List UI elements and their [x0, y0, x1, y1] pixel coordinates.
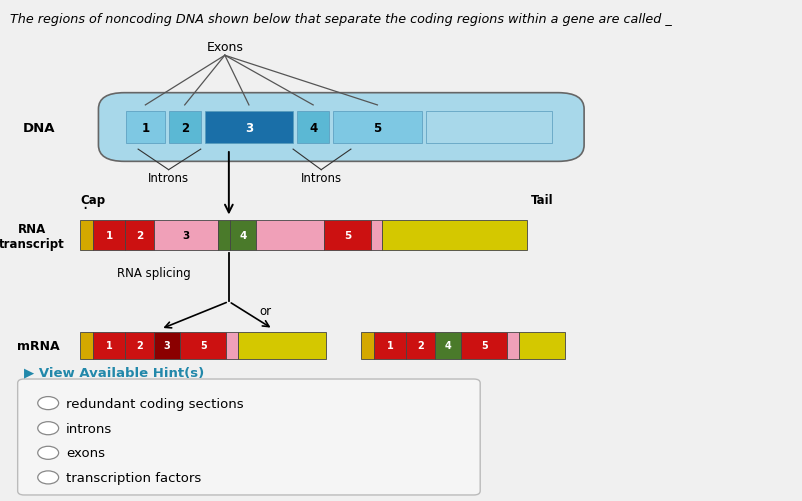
Bar	[125, 332, 154, 360]
Text: Introns: Introns	[300, 171, 342, 184]
Bar	[80, 220, 93, 250]
Text: 2: 2	[417, 341, 423, 351]
Text: 2: 2	[136, 230, 144, 240]
Text: 4: 4	[444, 341, 451, 351]
Text: or: or	[259, 305, 271, 317]
Text: redundant coding sections: redundant coding sections	[66, 397, 243, 410]
Bar	[93, 220, 125, 250]
Bar	[80, 332, 93, 360]
Text: 3: 3	[164, 341, 170, 351]
Bar	[154, 332, 180, 360]
Text: 1: 1	[141, 121, 149, 134]
Text: 5: 5	[343, 230, 351, 240]
Circle shape	[38, 422, 59, 435]
Text: 5: 5	[200, 341, 206, 351]
Text: mRNA: mRNA	[17, 339, 60, 352]
Text: 3: 3	[182, 230, 190, 240]
Bar	[324, 220, 371, 250]
Bar	[425, 112, 552, 143]
Circle shape	[38, 397, 59, 410]
Bar	[460, 332, 507, 360]
Bar	[168, 112, 200, 143]
Text: transcript: transcript	[0, 238, 65, 251]
Bar	[361, 332, 374, 360]
Text: 1: 1	[106, 341, 112, 351]
Text: RNA splicing: RNA splicing	[117, 267, 191, 280]
Text: The regions of noncoding DNA shown below that separate the coding regions within: The regions of noncoding DNA shown below…	[10, 13, 670, 26]
Bar	[218, 220, 230, 250]
Bar	[333, 112, 421, 143]
Bar	[154, 220, 218, 250]
Bar	[371, 220, 382, 250]
Bar	[406, 332, 435, 360]
Bar	[256, 220, 324, 250]
Bar	[125, 220, 154, 250]
Text: 2: 2	[136, 341, 143, 351]
Bar	[226, 332, 237, 360]
Text: DNA: DNA	[22, 121, 55, 134]
Bar	[126, 112, 164, 143]
Text: .: .	[83, 195, 88, 213]
Text: Exons: Exons	[206, 41, 243, 54]
Text: 5: 5	[373, 121, 381, 134]
Text: Cap: Cap	[80, 193, 105, 206]
Text: 4: 4	[309, 121, 317, 134]
Bar	[435, 332, 460, 360]
Bar	[237, 332, 326, 360]
Bar	[180, 332, 226, 360]
Text: ▶ View Available Hint(s): ▶ View Available Hint(s)	[24, 365, 204, 378]
Bar	[93, 332, 125, 360]
Bar	[382, 220, 526, 250]
Circle shape	[38, 446, 59, 459]
Text: Introns: Introns	[148, 171, 189, 184]
Text: introns: introns	[66, 422, 112, 435]
Bar	[297, 112, 329, 143]
Text: 1: 1	[387, 341, 393, 351]
Bar	[230, 220, 256, 250]
Bar	[507, 332, 518, 360]
Text: exons: exons	[66, 446, 105, 459]
Bar	[374, 332, 406, 360]
Text: 3: 3	[245, 121, 253, 134]
FancyBboxPatch shape	[18, 379, 480, 495]
Circle shape	[38, 471, 59, 484]
Text: 2: 2	[180, 121, 188, 134]
Bar	[205, 112, 293, 143]
Text: 5: 5	[480, 341, 487, 351]
Text: 1: 1	[105, 230, 113, 240]
Text: Tail: Tail	[530, 193, 553, 206]
Text: 4: 4	[239, 230, 247, 240]
Text: RNA: RNA	[18, 222, 47, 235]
FancyBboxPatch shape	[99, 94, 583, 162]
Text: transcription factors: transcription factors	[66, 471, 200, 484]
Bar	[518, 332, 565, 360]
